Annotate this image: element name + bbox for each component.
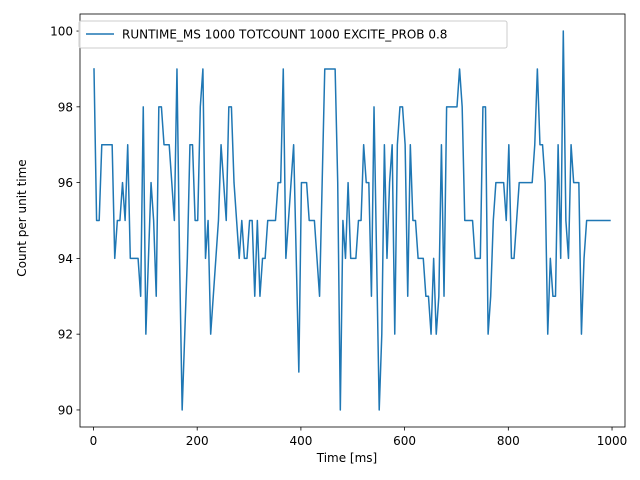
y-axis-title: Count per unit time — [15, 159, 29, 276]
legend-box — [78, 20, 508, 49]
x-axis-title: Time [ms] — [316, 451, 378, 465]
series-line-0 — [93, 30, 611, 411]
axes-frame — [79, 13, 626, 428]
x-tick-label: 400 — [289, 434, 312, 448]
y-tick-label: 100 — [50, 25, 73, 39]
plot-area — [93, 30, 611, 411]
legend-label: RUNTIME_MS 1000 TOTCOUNT 1000 EXCITE_PRO… — [122, 28, 447, 42]
x-tick-label: 0 — [90, 434, 98, 448]
y-tick-label: 92 — [58, 328, 73, 342]
x-tick-label: 600 — [393, 434, 416, 448]
x-tick-label: 200 — [186, 434, 209, 448]
y-axis: 90 92 94 96 98 100 — [50, 25, 80, 417]
legend: RUNTIME_MS 1000 TOTCOUNT 1000 EXCITE_PRO… — [78, 20, 508, 49]
y-tick-label: 98 — [58, 100, 73, 114]
y-tick-label: 96 — [58, 176, 73, 190]
x-tick-label: 1000 — [597, 434, 628, 448]
x-axis: 0 200 400 600 800 1000 — [90, 427, 628, 448]
x-tick-label: 800 — [497, 434, 520, 448]
y-tick-label: 94 — [58, 252, 73, 266]
y-tick-label: 90 — [58, 403, 73, 417]
